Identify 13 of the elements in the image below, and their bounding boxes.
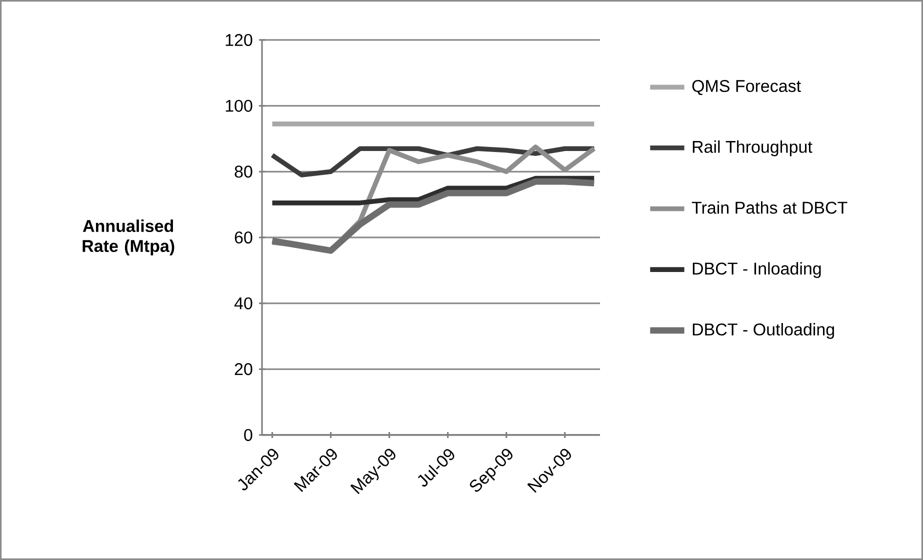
- y-tick-label: 20: [234, 363, 252, 376]
- y-tick-label: 40: [234, 297, 252, 310]
- y-tick-label: 100: [226, 100, 252, 112]
- y-axis-title: Annualised Rate (Mtpa): [82, 220, 174, 256]
- legend-label: QMS Forecast: [692, 80, 801, 96]
- y-tick-label: 0: [244, 428, 252, 441]
- y-tick-label: 120: [226, 34, 252, 46]
- legend-label: Train Paths at DBCT: [692, 201, 848, 214]
- y-tick-label: 60: [234, 231, 252, 244]
- legend-label: DBCT - Outloading: [692, 323, 834, 339]
- legend-label: Rail Throughput: [692, 140, 812, 156]
- legend-label: DBCT - Inloading: [692, 262, 821, 278]
- y-tick-label: 80: [234, 166, 252, 178]
